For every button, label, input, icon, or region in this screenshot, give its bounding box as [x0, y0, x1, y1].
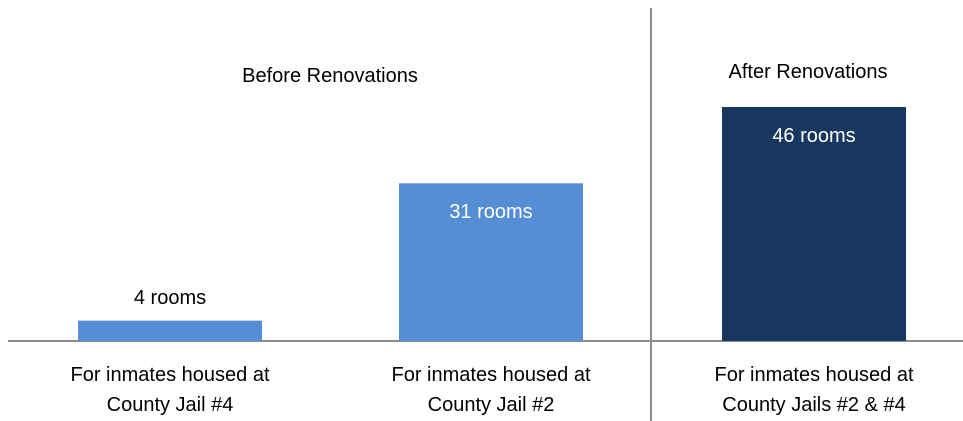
x-tick-label: For inmates housed at County Jail #2	[391, 364, 591, 416]
value-label: 31 rooms	[449, 201, 533, 224]
bar	[722, 107, 906, 341]
bar	[78, 320, 262, 341]
value-label: 46 rooms	[772, 125, 856, 147]
value-label: 4 rooms	[133, 286, 207, 309]
x-tick-label: For inmates housed at County Jails #2 & …	[714, 364, 914, 416]
x-tick-label: For inmates housed at County Jail #4	[70, 364, 270, 416]
bar	[399, 183, 583, 341]
annotation: After Renovations	[728, 61, 888, 83]
annotation: Before Renovations	[242, 65, 418, 87]
